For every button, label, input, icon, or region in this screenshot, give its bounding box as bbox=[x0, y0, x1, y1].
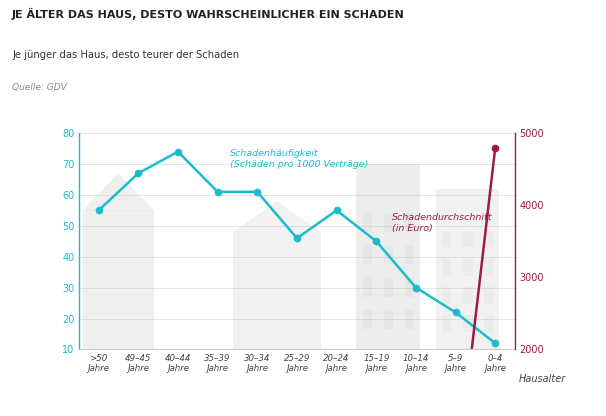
Bar bbox=[442, 259, 451, 275]
Text: Hausalter: Hausalter bbox=[519, 374, 567, 384]
Bar bbox=[362, 310, 372, 329]
Polygon shape bbox=[233, 201, 321, 232]
Bar bbox=[405, 245, 415, 265]
Bar bbox=[484, 259, 494, 275]
Text: Je jünger das Haus, desto teurer der Schaden: Je jünger das Haus, desto teurer der Sch… bbox=[12, 50, 239, 60]
Bar bbox=[436, 189, 499, 349]
Bar bbox=[442, 230, 451, 248]
Bar bbox=[384, 277, 393, 297]
Bar bbox=[405, 310, 415, 329]
Bar bbox=[442, 315, 451, 332]
Text: Schadenhäufigkeit
(Schäden pro 1000 Verträge): Schadenhäufigkeit (Schäden pro 1000 Vert… bbox=[230, 149, 368, 168]
Bar bbox=[484, 287, 494, 304]
Bar bbox=[484, 315, 494, 332]
Bar bbox=[384, 213, 393, 232]
Bar bbox=[384, 245, 393, 265]
Bar bbox=[463, 230, 473, 248]
Text: Schadendurchschnitt
(in Euro): Schadendurchschnitt (in Euro) bbox=[392, 213, 493, 233]
Bar bbox=[463, 287, 473, 304]
Bar bbox=[405, 277, 415, 297]
Bar bbox=[463, 315, 473, 332]
Bar bbox=[362, 277, 372, 297]
Polygon shape bbox=[83, 173, 154, 210]
Bar bbox=[233, 232, 321, 349]
Bar bbox=[484, 230, 494, 248]
Bar bbox=[362, 245, 372, 265]
Text: JE ÄLTER DAS HAUS, DESTO WAHRSCHEINLICHER EIN SCHADEN: JE ÄLTER DAS HAUS, DESTO WAHRSCHEINLICHE… bbox=[12, 8, 405, 20]
Bar bbox=[83, 210, 154, 349]
Bar bbox=[442, 287, 451, 304]
Bar bbox=[405, 213, 415, 232]
Bar bbox=[356, 164, 420, 349]
Bar bbox=[362, 213, 372, 232]
Bar bbox=[463, 259, 473, 275]
Bar bbox=[384, 310, 393, 329]
Text: Quelle: GDV: Quelle: GDV bbox=[12, 83, 67, 92]
